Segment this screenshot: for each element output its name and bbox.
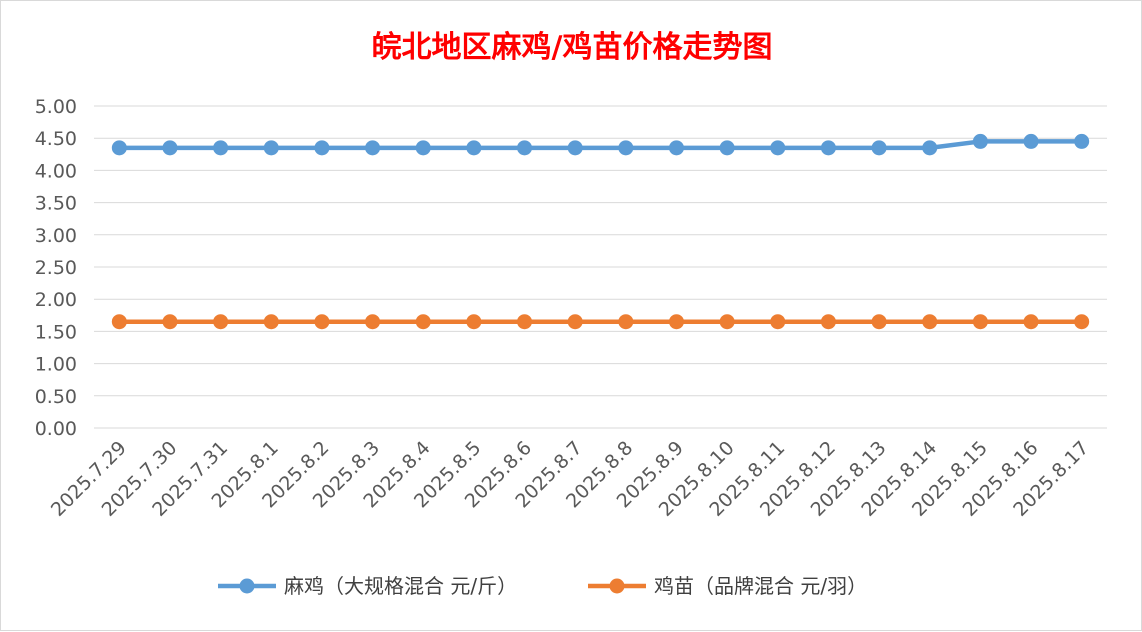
- y-tick-label: 4.00: [35, 160, 77, 182]
- data-point: [111, 140, 127, 156]
- data-point: [1074, 314, 1090, 330]
- y-tick-label: 3.50: [35, 193, 77, 215]
- y-tick-label: 1.50: [35, 321, 77, 343]
- series-1: [111, 133, 1090, 156]
- series-line: [119, 139, 1082, 151]
- y-tick-label: 1.00: [35, 354, 77, 376]
- data-point: [972, 133, 988, 149]
- legend-marker: [609, 578, 625, 594]
- data-point: [770, 314, 786, 330]
- data-point: [618, 314, 634, 330]
- data-point: [820, 140, 836, 156]
- legend-label: 鸡苗（品牌混合 元/羽）: [654, 574, 867, 598]
- data-point: [719, 140, 735, 156]
- legend-marker: [239, 578, 255, 594]
- y-tick-label: 5.00: [35, 96, 77, 118]
- data-point: [871, 140, 887, 156]
- data-point: [314, 314, 330, 330]
- y-tick-label: 3.00: [35, 225, 77, 247]
- data-point: [871, 314, 887, 330]
- y-tick-label: 2.50: [35, 257, 77, 279]
- y-tick-label: 0.50: [35, 386, 77, 408]
- data-point: [517, 314, 533, 330]
- data-point: [162, 314, 178, 330]
- data-point: [719, 314, 735, 330]
- data-point: [770, 140, 786, 156]
- data-point: [618, 140, 634, 156]
- data-point: [567, 314, 583, 330]
- data-point: [415, 140, 431, 156]
- data-point: [820, 314, 836, 330]
- data-point: [263, 140, 279, 156]
- data-point: [1023, 133, 1039, 149]
- data-point: [1074, 133, 1090, 149]
- data-point: [922, 314, 938, 330]
- data-point: [517, 140, 533, 156]
- data-point: [972, 314, 988, 330]
- data-point: [567, 140, 583, 156]
- series-2: [111, 314, 1090, 330]
- legend-entry-1: 麻鸡（大规格混合 元/斤）: [218, 574, 517, 598]
- data-point: [668, 314, 684, 330]
- y-tick-label: 2.00: [35, 289, 77, 311]
- data-point: [1023, 314, 1039, 330]
- data-point: [365, 314, 381, 330]
- x-axis-tick-labels: 2025.7.292025.7.302025.7.312025.8.12025.…: [47, 437, 1093, 521]
- y-tick-label: 0.00: [35, 418, 77, 440]
- data-point: [263, 314, 279, 330]
- data-point: [668, 140, 684, 156]
- y-tick-label: 4.50: [35, 128, 77, 150]
- legend-label: 麻鸡（大规格混合 元/斤）: [284, 574, 517, 598]
- data-point: [162, 140, 178, 156]
- legend: 麻鸡（大规格混合 元/斤） 鸡苗（品牌混合 元/羽）: [218, 574, 867, 598]
- y-axis-tick-labels: 0.00 0.50 1.00 1.50 2.00 2.50 3.00 3.50 4.00 4.50…: [35, 96, 77, 440]
- chart-title: 皖北地区麻鸡/鸡苗价格走势图: [372, 30, 773, 65]
- data-point: [213, 314, 229, 330]
- data-point: [314, 140, 330, 156]
- data-point: [466, 314, 482, 330]
- series-lines: [111, 133, 1090, 330]
- gridlines: [94, 105, 1107, 429]
- data-point: [415, 314, 431, 330]
- data-point: [922, 140, 938, 156]
- data-point: [213, 140, 229, 156]
- data-point: [365, 140, 381, 156]
- data-point: [111, 314, 127, 330]
- legend-entry-2: 鸡苗（品牌混合 元/羽）: [588, 574, 867, 598]
- data-point: [466, 140, 482, 156]
